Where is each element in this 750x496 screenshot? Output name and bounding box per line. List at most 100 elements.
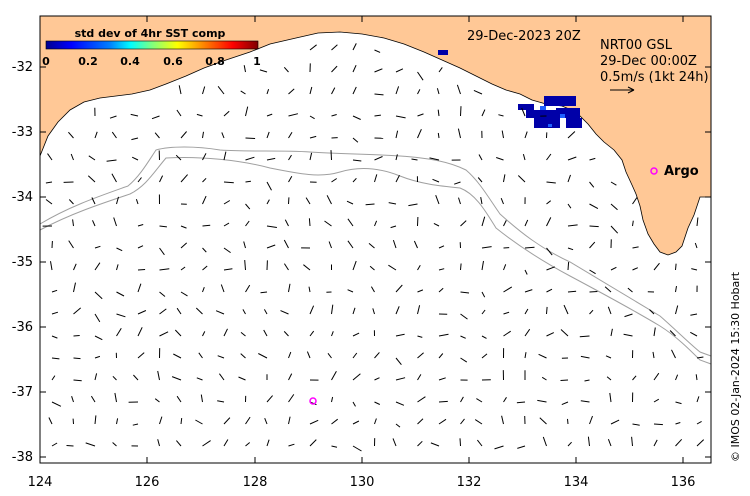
current-vector: [456, 84, 461, 95]
current-vector: [258, 353, 268, 359]
current-vector: [429, 157, 440, 161]
current-vector: [331, 178, 337, 183]
current-vector: [137, 269, 146, 271]
current-vector: [223, 439, 229, 447]
colorbar-tick: 1: [253, 55, 261, 68]
current-vector: [690, 331, 698, 337]
current-vector: [159, 308, 167, 315]
current-vector: [171, 376, 182, 381]
current-vector: [395, 357, 402, 366]
current-vector: [202, 153, 207, 161]
current-vector: [94, 313, 101, 323]
current-vector: [653, 372, 660, 381]
current-vector: [477, 439, 483, 447]
current-vector: [438, 287, 444, 293]
current-vector: [157, 370, 160, 381]
current-vector: [460, 220, 467, 227]
current-vector: [392, 438, 397, 447]
current-vector: [240, 353, 246, 359]
current-vector: [516, 401, 526, 404]
current-vector: [72, 219, 74, 227]
current-vector: [478, 154, 483, 161]
current-vector: [567, 224, 578, 227]
current-vector: [90, 395, 96, 403]
current-vector: [288, 416, 291, 425]
current-vector: [481, 109, 486, 117]
current-vector: [266, 225, 277, 228]
current-vector: [200, 394, 203, 403]
current-vector: [309, 115, 315, 120]
current-vector: [524, 328, 531, 337]
current-vector: [438, 333, 449, 337]
current-vector: [395, 423, 401, 428]
current-vector: [154, 132, 160, 139]
current-vector: [305, 197, 311, 205]
current-vector: [481, 353, 488, 359]
current-vector-field: [42, 43, 705, 452]
current-vector: [653, 327, 656, 337]
current-vector: [496, 157, 504, 161]
current-vector: [352, 115, 361, 120]
current-vector: [390, 225, 397, 229]
current-vector: [280, 310, 289, 315]
current-vector: [238, 376, 246, 381]
current-vector: [395, 115, 406, 119]
current-vector: [223, 268, 233, 271]
current-vector: [111, 173, 117, 183]
current-vector: [352, 307, 356, 315]
current-vector: [73, 335, 80, 337]
current-vector: [524, 131, 528, 139]
current-vector: [221, 132, 225, 139]
current-vector: [395, 174, 400, 183]
current-vector: [114, 392, 117, 403]
current-vector: [154, 398, 160, 403]
argo-float-marker[interactable]: [309, 397, 317, 405]
current-vector: [159, 225, 167, 228]
current-vector: [604, 286, 612, 293]
current-vector: [473, 89, 483, 95]
current-vector: [395, 86, 400, 95]
current-vector: [131, 156, 139, 161]
current-vector: [66, 445, 74, 447]
current-vector: [372, 308, 375, 315]
current-vector: [580, 355, 590, 359]
current-vector: [94, 245, 101, 249]
current-vector: [288, 373, 293, 381]
current-vector: [538, 353, 547, 359]
current-vector: [94, 291, 103, 300]
current-vector: [675, 374, 679, 381]
current-vector: [116, 418, 119, 425]
argo-float-marker[interactable]: [650, 167, 658, 175]
current-vector: [417, 128, 422, 139]
current-vector: [195, 419, 203, 425]
current-vector: [589, 291, 598, 293]
current-vector: [260, 291, 268, 294]
lat-tick: -36: [12, 320, 33, 335]
current-vector: [223, 151, 227, 161]
current-vector: [584, 379, 590, 382]
current-vector: [498, 114, 504, 117]
current-vector: [223, 222, 230, 227]
current-vector: [624, 313, 633, 318]
shelf-contour-line-2: [39, 156, 712, 365]
current-vector: [133, 374, 139, 381]
current-vector: [352, 260, 357, 271]
sst-stddev-patch: [438, 50, 582, 128]
current-vector: [218, 373, 225, 381]
current-vector: [696, 420, 702, 425]
current-vector: [610, 266, 617, 271]
current-vector: [395, 306, 400, 315]
plot-frame: [39, 15, 712, 464]
current-vector: [176, 307, 182, 315]
current-vector: [649, 309, 655, 315]
current-vector: [347, 289, 354, 293]
current-vector: [352, 64, 357, 73]
current-vector: [589, 203, 599, 210]
current-vector: [92, 220, 96, 227]
current-vector: [669, 330, 676, 337]
current-vector: [503, 330, 511, 337]
current-vector: [132, 423, 139, 426]
current-vector: [413, 240, 418, 249]
current-vector: [542, 436, 547, 447]
lon-tick: 128: [243, 475, 268, 490]
